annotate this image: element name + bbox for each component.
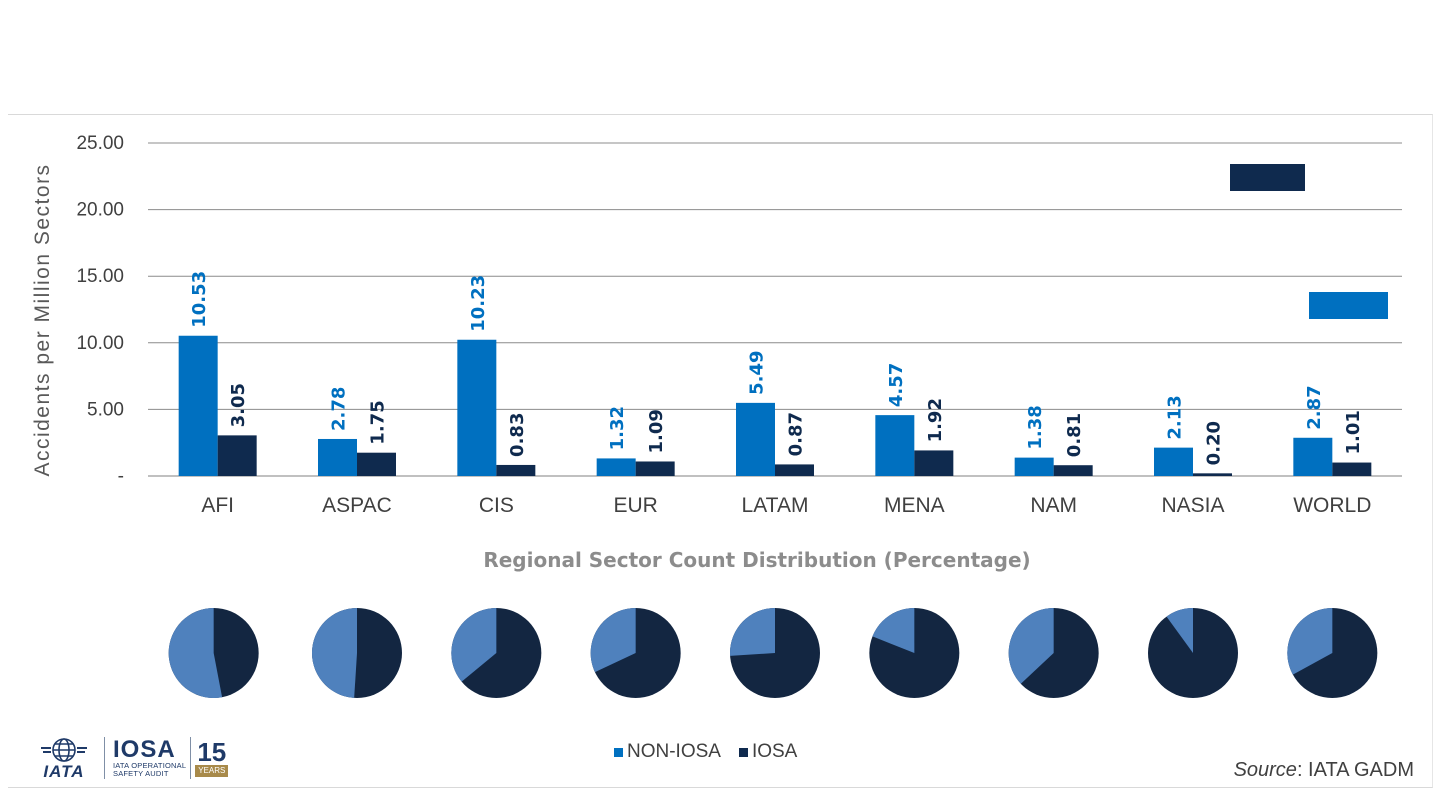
data-label-non-iosa: 2.13 (1165, 395, 1186, 439)
x-tick-label: NAM (1030, 494, 1077, 517)
x-tick-label: LATAM (742, 494, 809, 517)
globe-icon (41, 738, 87, 762)
bar-non-iosa-latam (736, 402, 775, 476)
pie-nam-non-iosa-slice (1008, 608, 1054, 684)
bar-iosa-nasia (1193, 473, 1232, 476)
iata-wordmark: IATA (43, 762, 85, 781)
bar-iosa-nam (1053, 465, 1093, 476)
pie-nasia-non-iosa-slice (1166, 608, 1193, 653)
chart-frame (8, 114, 1433, 788)
data-label-iosa: 3.05 (228, 383, 249, 427)
pie-latam-non-iosa-slice (730, 608, 775, 656)
bar-non-iosa-nasia (1154, 447, 1193, 476)
x-tick-label: ASPAC (322, 494, 392, 517)
x-tick-label: NASIA (1161, 494, 1224, 517)
y-tick-label: 10.00 (76, 333, 124, 354)
data-label-iosa: 0.81 (1064, 413, 1085, 457)
iosa-wordmark: IOSA (113, 736, 176, 763)
y-tick-label: 15.00 (76, 266, 124, 287)
anniversary-number: 15 (197, 737, 227, 767)
data-label-iosa: 1.75 (368, 400, 389, 444)
pie-aspac-non-iosa-slice (311, 608, 357, 698)
data-label-non-iosa: 1.32 (607, 406, 628, 450)
bar-iosa-aspac (357, 452, 396, 476)
bar-iosa-cis (496, 464, 536, 476)
bar-non-iosa-cis (457, 339, 497, 476)
bar-iosa-afi (217, 435, 257, 476)
data-label-iosa: 1.01 (1343, 410, 1364, 454)
source-label: Source (1233, 759, 1297, 781)
x-tick-label: CIS (479, 494, 514, 517)
y-tick-label: - (118, 466, 124, 487)
pie-afi-non-iosa-slice (168, 608, 223, 698)
data-label-non-iosa: 1.38 (1025, 405, 1046, 449)
x-tick-label: EUR (613, 494, 657, 517)
bar-non-iosa-eur (596, 458, 636, 476)
iosa-subtitle-2: SAFETY AUDIT (113, 769, 169, 778)
bar-non-iosa-mena (875, 415, 915, 476)
bar-non-iosa-afi (178, 335, 218, 476)
iosa-wordmark-block: IOSA IATA OPERATIONAL SAFETY AUDIT (113, 738, 186, 778)
bar-non-iosa-nam (1014, 457, 1054, 476)
y-tick-label: 25.00 (76, 133, 124, 154)
data-label-non-iosa: 2.87 (1304, 385, 1325, 429)
data-label-non-iosa: 4.57 (886, 363, 907, 407)
data-label-non-iosa: 10.53 (189, 271, 210, 328)
x-tick-label: AFI (201, 494, 234, 517)
legend-swatch-iosa (738, 747, 748, 757)
bar-iosa-latam (775, 464, 814, 476)
source-note: Source: IATA GADM (1234, 759, 1414, 782)
data-label-iosa: 1.09 (646, 409, 667, 453)
data-label-non-iosa: 5.49 (747, 350, 768, 394)
pie-cis-non-iosa-slice (451, 608, 497, 682)
legend-label-non-iosa: NON-IOSA (627, 741, 721, 762)
y-tick-label: 20.00 (76, 200, 124, 221)
logo-divider (190, 737, 192, 779)
iosa-color-marker (1230, 164, 1305, 191)
bar-iosa-mena (914, 450, 954, 476)
pie-chart-title: Regional Sector Count Distribution (Perc… (483, 548, 1031, 572)
pie-eur-non-iosa-slice (590, 608, 636, 673)
pie-world-non-iosa-slice (1287, 608, 1333, 675)
y-axis-label: Accidents per Million Sectors (31, 163, 54, 476)
bar-iosa-eur (635, 461, 675, 476)
x-tick-label: WORLD (1293, 494, 1371, 517)
bar-non-iosa-world (1293, 437, 1333, 476)
data-label-non-iosa: 10.23 (468, 275, 489, 332)
source-text: : IATA GADM (1296, 759, 1414, 781)
bar-non-iosa-aspac (318, 438, 357, 476)
legend: NON-IOSA IOSA (614, 740, 797, 764)
iata-iosa-logo: IATA IOSA IATA OPERATIONAL SAFETY AUDIT … (30, 733, 258, 783)
data-label-iosa: 0.20 (1204, 421, 1225, 465)
anniversary-word: YEARS (195, 765, 229, 777)
y-tick-label: 5.00 (87, 399, 124, 420)
legend-label-iosa: IOSA (751, 741, 798, 762)
non-iosa-color-marker (1309, 292, 1388, 319)
iata-globe-logo: IATA (30, 736, 98, 780)
legend-item-iosa: IOSA (738, 741, 798, 763)
anniversary-badge: 15 YEARS (195, 737, 229, 777)
legend-item-non-iosa: NON-IOSA (614, 741, 721, 763)
x-tick-label: MENA (884, 494, 945, 517)
logo-divider (104, 737, 105, 779)
legend-swatch-non-iosa (614, 747, 623, 757)
data-label-iosa: 0.87 (786, 412, 807, 456)
bar-iosa-world (1332, 462, 1372, 476)
data-label-iosa: 0.83 (507, 413, 528, 457)
iosa-subtitle-1: IATA OPERATIONAL (113, 761, 187, 770)
data-label-non-iosa: 2.78 (329, 387, 350, 431)
pie-mena-non-iosa-slice (872, 608, 915, 653)
data-label-iosa: 1.92 (925, 398, 946, 442)
